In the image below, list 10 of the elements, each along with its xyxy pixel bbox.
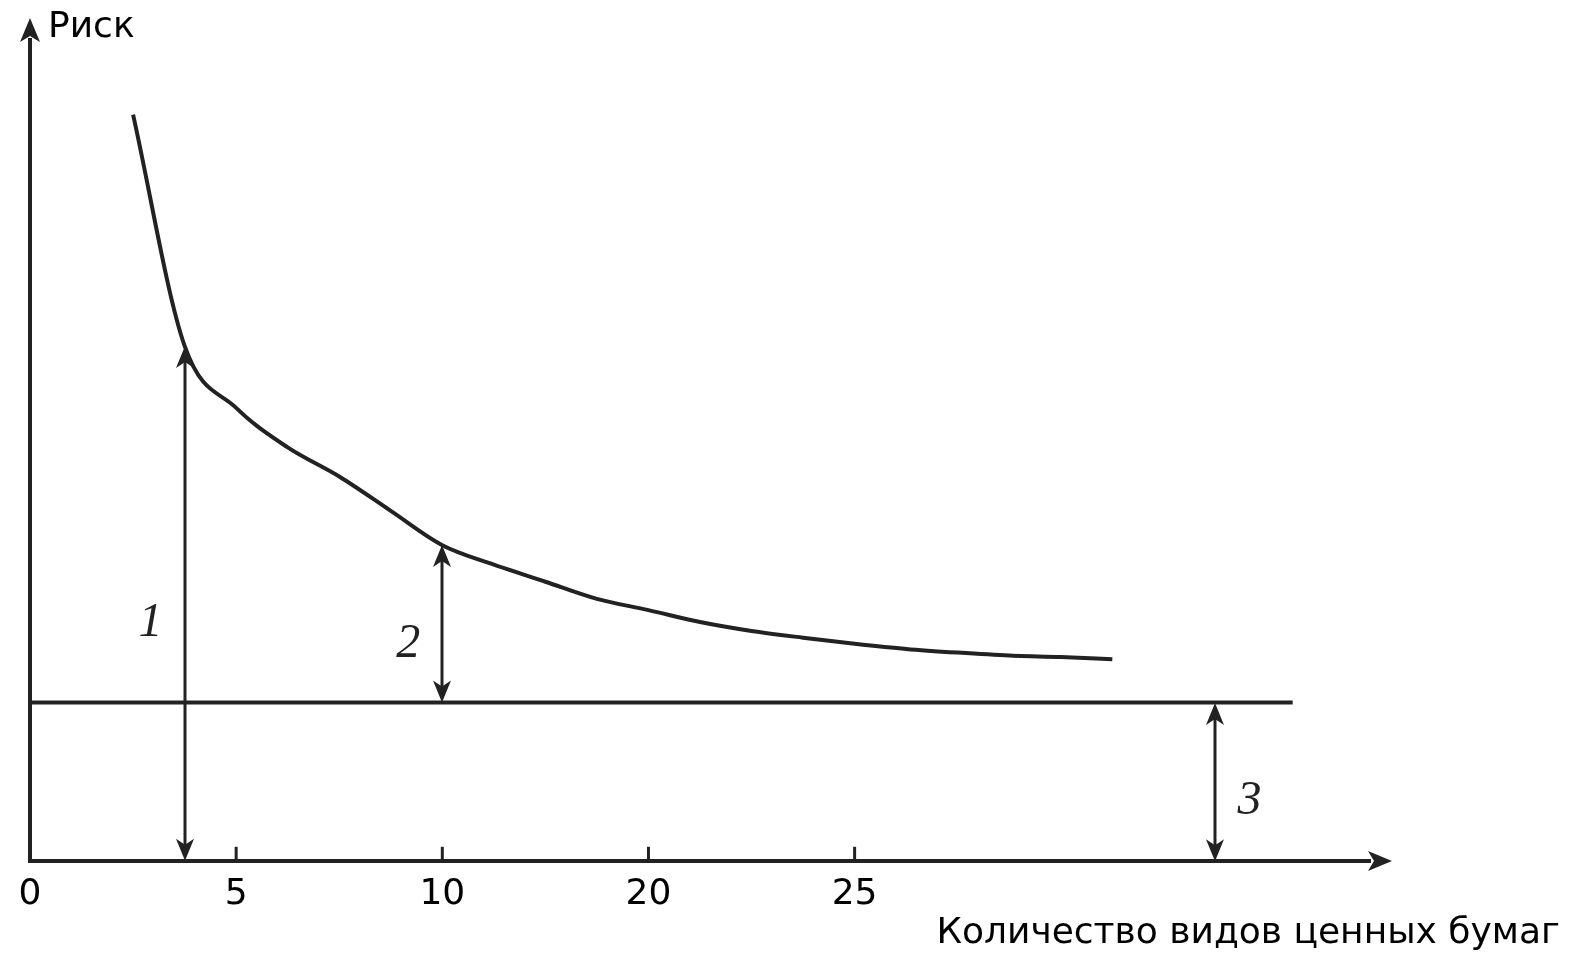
y-axis-title: Риск — [48, 4, 135, 46]
x-axis-title: Количество видов ценных бумаг — [936, 910, 1560, 952]
x-tick-label: 25 — [831, 870, 878, 912]
x-tick-label: 10 — [419, 870, 466, 912]
annotation: 3 — [1236, 771, 1262, 825]
x-tick-label: 0 — [18, 870, 42, 912]
annotation: 2 — [396, 613, 421, 667]
x-tick-label: 20 — [625, 870, 672, 912]
x-tick-label: 5 — [224, 870, 248, 912]
annotation: 1 — [138, 592, 163, 646]
